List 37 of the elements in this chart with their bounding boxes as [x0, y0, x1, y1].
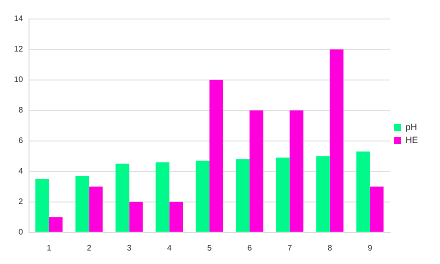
bar	[356, 152, 370, 232]
bar	[196, 160, 210, 232]
y-tick-label: 0	[18, 228, 24, 237]
x-tick-label: 1	[46, 243, 52, 252]
bar	[156, 162, 170, 232]
bar	[129, 202, 143, 232]
y-tick-label: 2	[18, 197, 24, 206]
bar	[209, 80, 224, 232]
x-tick-label: 4	[167, 243, 172, 252]
x-tick-label: 3	[126, 243, 132, 252]
legend-label: HE	[406, 134, 418, 145]
bar	[330, 49, 344, 232]
bar	[89, 186, 103, 232]
y-tick-label: 10	[14, 75, 24, 84]
bar	[35, 179, 49, 232]
y-tick-label: 4	[18, 166, 24, 176]
bar	[370, 186, 384, 232]
legend-label: pH	[406, 122, 418, 132]
bar	[236, 159, 250, 232]
x-tick-label: 8	[328, 243, 333, 252]
y-tick-label: 8	[18, 106, 24, 115]
y-tick-label: 14	[14, 14, 24, 24]
y-tick-label: 12	[14, 44, 24, 54]
x-tick-label: 6	[247, 243, 252, 252]
x-tick-label: 5	[207, 243, 212, 252]
x-tick-label: 7	[287, 243, 292, 252]
bar	[48, 217, 63, 232]
bar	[75, 176, 90, 232]
bar	[290, 110, 304, 232]
bar	[116, 164, 130, 232]
bar	[276, 158, 290, 232]
bar	[169, 202, 183, 232]
x-tick-label: 2	[86, 243, 92, 252]
bar	[250, 110, 264, 232]
bar	[316, 156, 330, 232]
y-tick-label: 6	[18, 136, 24, 146]
x-tick-label: 9	[368, 243, 373, 252]
